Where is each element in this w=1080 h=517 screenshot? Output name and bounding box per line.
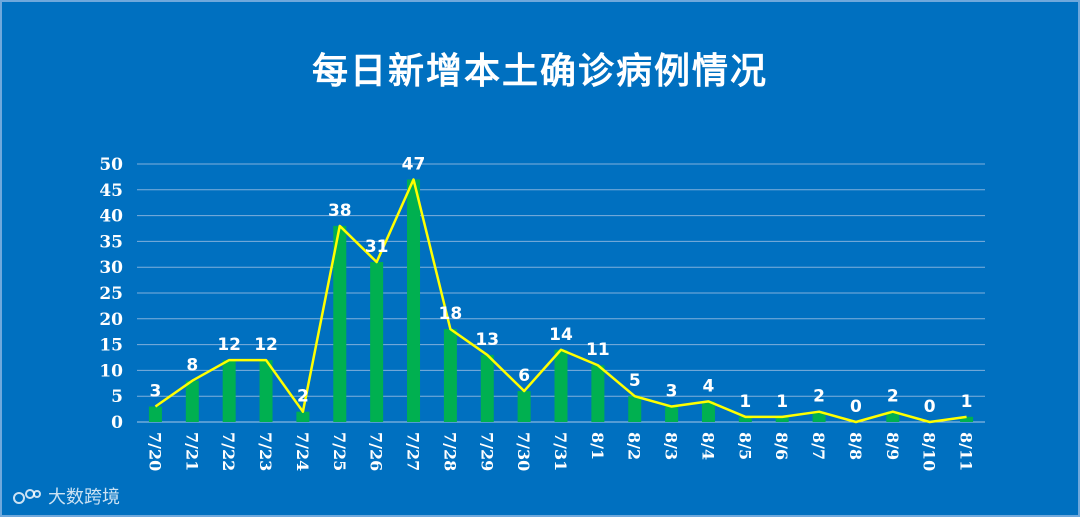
data-label: 31 xyxy=(365,237,389,257)
x-tick-label: 7/28 xyxy=(440,432,459,471)
bar xyxy=(812,411,826,422)
bar xyxy=(370,262,384,422)
y-tick-label: 35 xyxy=(99,232,123,252)
bar xyxy=(738,416,752,422)
x-tick-label: 7/27 xyxy=(404,432,423,471)
data-label: 3 xyxy=(666,382,678,402)
data-label: 4 xyxy=(703,376,715,396)
y-tick-label: 15 xyxy=(99,336,123,356)
data-label: 18 xyxy=(439,304,463,324)
bar xyxy=(407,179,421,422)
bar xyxy=(148,406,162,422)
x-tick-label: 8/5 xyxy=(735,432,754,460)
data-label: 2 xyxy=(297,387,309,407)
x-tick-label: 7/20 xyxy=(145,432,164,471)
data-label: 0 xyxy=(924,397,936,417)
x-tick-label: 7/30 xyxy=(514,432,533,471)
y-tick-label: 5 xyxy=(111,387,123,407)
data-label: 3 xyxy=(150,382,162,402)
data-label: 1 xyxy=(739,392,751,412)
y-tick-label: 45 xyxy=(99,181,123,201)
data-label: 13 xyxy=(475,330,499,350)
x-tick-label: 7/26 xyxy=(367,432,386,471)
bar xyxy=(259,360,273,422)
bar xyxy=(333,225,347,422)
x-tick-label: 7/22 xyxy=(219,432,238,471)
logo-icon xyxy=(13,489,41,504)
x-tick-label: 8/3 xyxy=(662,432,681,460)
watermark-text: 大数跨境 xyxy=(48,487,120,508)
watermark: 大数跨境 xyxy=(12,484,120,508)
bar xyxy=(591,365,605,422)
data-label: 11 xyxy=(586,340,610,360)
y-tick-label: 40 xyxy=(99,207,123,227)
bar xyxy=(554,349,568,422)
y-tick-label: 25 xyxy=(99,284,123,304)
bar xyxy=(886,411,900,422)
bar xyxy=(480,354,494,422)
bar xyxy=(701,401,715,422)
y-tick-label: 10 xyxy=(99,361,123,381)
x-tick-label: 8/9 xyxy=(883,432,902,460)
y-tick-label: 50 xyxy=(99,155,123,175)
x-tick-label: 7/29 xyxy=(477,432,496,471)
x-tick-label: 7/25 xyxy=(330,432,349,471)
bar xyxy=(628,396,642,422)
y-tick-label: 30 xyxy=(99,258,123,278)
x-tick-label: 8/10 xyxy=(920,432,939,471)
x-tick-label: 8/6 xyxy=(772,432,791,460)
x-tick-label: 8/1 xyxy=(588,432,607,460)
data-label: 5 xyxy=(629,371,641,391)
x-tick-label: 7/21 xyxy=(182,432,201,471)
data-label: 12 xyxy=(217,335,241,355)
x-tick-label: 7/24 xyxy=(293,432,312,471)
data-label: 1 xyxy=(961,392,973,412)
data-label: 0 xyxy=(850,397,862,417)
bar xyxy=(222,360,236,422)
x-tick-label: 7/23 xyxy=(256,432,275,471)
chart-title: 每日新增本土确诊病例情况 xyxy=(311,51,768,92)
bar xyxy=(296,411,310,422)
data-label: 47 xyxy=(402,154,426,174)
data-label: 14 xyxy=(549,325,573,345)
data-label: 1 xyxy=(776,392,788,412)
x-tick-label: 8/4 xyxy=(698,432,717,460)
y-tick-label: 0 xyxy=(111,413,123,433)
x-tick-label: 8/2 xyxy=(625,432,644,460)
data-label: 6 xyxy=(518,366,530,386)
bar xyxy=(665,406,679,422)
data-label: 12 xyxy=(254,335,278,355)
bar xyxy=(775,416,789,422)
data-label: 2 xyxy=(813,387,825,407)
x-tick-label: 7/31 xyxy=(551,432,570,471)
y-tick-label: 20 xyxy=(99,310,123,330)
series-line xyxy=(154,178,967,424)
data-label: 38 xyxy=(328,201,352,221)
data-label: 8 xyxy=(186,356,198,376)
bar xyxy=(443,329,457,422)
bar xyxy=(960,416,974,422)
bar xyxy=(517,391,531,422)
x-tick-label: 8/7 xyxy=(809,432,828,460)
data-label: 2 xyxy=(887,387,899,407)
bar xyxy=(185,380,199,422)
x-tick-label: 8/11 xyxy=(957,432,976,471)
x-tick-label: 8/8 xyxy=(846,432,865,460)
